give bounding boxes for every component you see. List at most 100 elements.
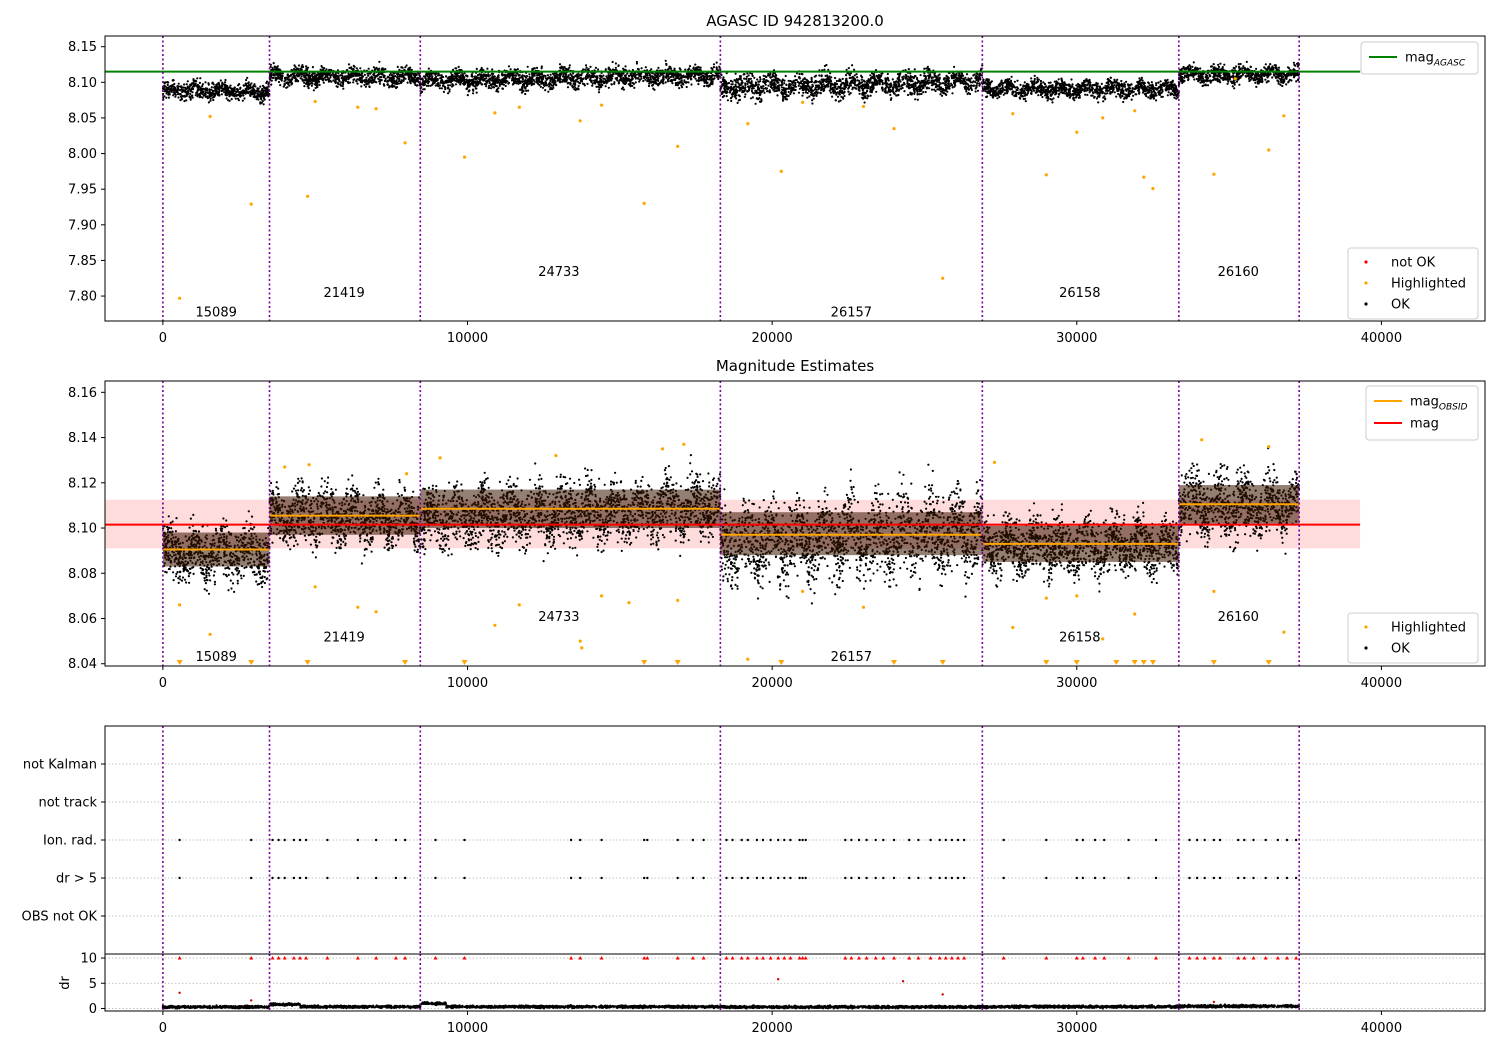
ok-point (842, 87, 845, 90)
ok-point (762, 85, 765, 88)
ok-point (730, 96, 733, 99)
ok-point (855, 84, 859, 87)
ok-point (777, 81, 780, 84)
ok-point (196, 83, 199, 86)
ok-point (286, 86, 289, 89)
ok-point (886, 91, 889, 94)
ok-point (600, 85, 603, 88)
ok-point (623, 74, 626, 77)
ok-point (861, 88, 864, 91)
ok-point (249, 94, 252, 97)
ok-point (923, 67, 926, 70)
ok-point (602, 77, 605, 80)
ok-point (293, 64, 296, 67)
ok-point (344, 75, 347, 78)
ok-point (966, 92, 969, 96)
ok-point (569, 82, 572, 85)
ok-point (365, 76, 368, 79)
ok-point (925, 87, 929, 90)
ok-point (371, 81, 374, 84)
ok-point (282, 85, 285, 88)
ok-point (360, 73, 363, 76)
ok-point (209, 95, 212, 98)
ok-point (933, 72, 936, 75)
ok-point (727, 86, 730, 89)
ok-point (945, 83, 948, 87)
ok-point (525, 76, 528, 79)
ok-point (382, 74, 385, 77)
ok-point (906, 93, 910, 97)
ok-point (897, 79, 901, 82)
ok-point (379, 80, 382, 83)
ok-point (953, 82, 956, 85)
ok-point (289, 74, 292, 77)
ok-point (827, 78, 831, 81)
ok-point (944, 86, 948, 89)
ok-point (202, 90, 205, 94)
ok-point (883, 90, 886, 93)
ok-point (303, 85, 306, 88)
ok-point (626, 72, 629, 75)
ok-point (670, 79, 674, 82)
ok-point (684, 75, 688, 78)
ok-point (873, 74, 876, 77)
ok-point (191, 94, 194, 97)
ok-point (482, 75, 485, 78)
ok-point (880, 72, 883, 75)
ok-point (552, 73, 556, 76)
ok-point (843, 94, 846, 98)
ok-point (970, 77, 973, 80)
ok-point (944, 88, 948, 91)
ok-point (265, 81, 268, 85)
ok-point (867, 95, 870, 98)
ok-point (445, 81, 448, 84)
ok-point (188, 88, 191, 91)
ok-point (424, 81, 427, 84)
ok-point (300, 75, 303, 78)
ok-point (880, 80, 883, 83)
ok-point (577, 84, 580, 88)
ok-point (501, 87, 505, 90)
ok-point (416, 76, 420, 79)
ok-point (397, 77, 400, 80)
ok-point (444, 86, 447, 89)
ok-point (849, 82, 853, 85)
ok-point (242, 94, 245, 97)
ok-point (811, 94, 814, 97)
ok-point (644, 78, 647, 81)
ok-point (226, 88, 230, 91)
ok-point (647, 84, 651, 88)
ok-point (656, 83, 660, 87)
ok-point (974, 81, 977, 84)
ok-point (355, 80, 358, 83)
ok-point (829, 85, 832, 88)
ok-point (422, 75, 426, 78)
ok-point (825, 78, 828, 81)
ok-point (251, 89, 254, 92)
ok-point (858, 83, 861, 86)
ok-point (261, 100, 264, 103)
ok-point (472, 78, 475, 81)
ok-point (255, 90, 258, 93)
ok-point (635, 73, 638, 76)
ok-point (836, 91, 839, 94)
ok-point (456, 80, 459, 83)
ok-point (190, 87, 193, 91)
ok-point (306, 66, 310, 69)
ok-point (810, 80, 813, 83)
ok-point (179, 85, 182, 88)
ok-point (380, 76, 383, 79)
ok-point (958, 80, 961, 83)
ok-point (265, 90, 268, 94)
ok-point (304, 78, 307, 82)
ok-point (711, 67, 714, 71)
ok-point (768, 89, 771, 92)
ok-point (835, 83, 839, 86)
ok-point (676, 73, 679, 76)
ok-point (386, 80, 389, 83)
ok-point (747, 77, 751, 81)
ok-point (217, 81, 220, 84)
ok-point (163, 95, 166, 98)
ok-point (784, 98, 787, 101)
ok-point (820, 81, 823, 84)
